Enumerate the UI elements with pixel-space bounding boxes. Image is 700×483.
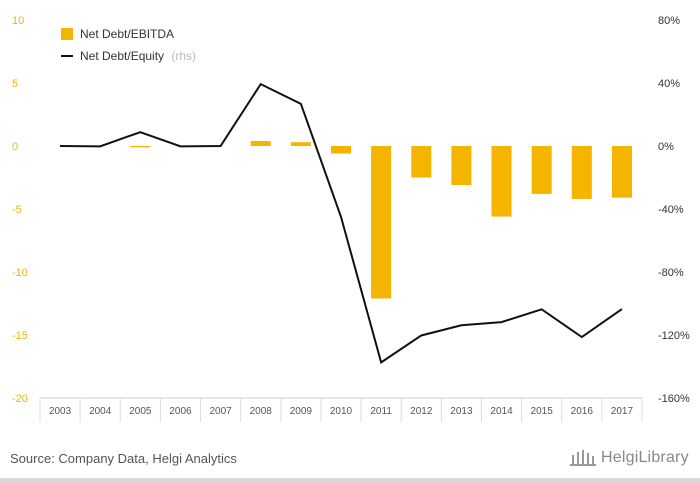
- x-tick-label: 2006: [169, 406, 192, 417]
- y-right-tick-label: 40%: [658, 78, 680, 90]
- line-net-debt-equity: [60, 82, 623, 365]
- x-tick-label: 2005: [129, 406, 152, 417]
- helgi-library-logo: HelgiLibrary: [569, 449, 689, 467]
- bar-net-debt-ebitda: [411, 146, 432, 178]
- bar-net-debt-ebitda: [491, 146, 512, 217]
- y-left-tick-label: -5: [12, 204, 22, 216]
- y-right-tick-label: -80%: [658, 267, 684, 279]
- library-building-icon: [570, 450, 596, 466]
- x-tick-label: 2013: [450, 406, 473, 417]
- legend: Net Debt/EBITDA Net Debt/Equity (rhs): [61, 27, 196, 63]
- bar-net-debt-ebitda: [250, 140, 271, 146]
- x-tick-label: 2010: [330, 406, 353, 417]
- bar-net-debt-ebitda: [611, 146, 632, 198]
- bar-net-debt-ebitda: [531, 146, 552, 194]
- legend-swatch-net-debt-ebitda: [61, 28, 73, 40]
- x-tick-label: 2014: [490, 406, 513, 417]
- source-note: Source: Company Data, Helgi Analytics: [10, 451, 237, 466]
- bar-net-debt-ebitda: [371, 146, 392, 299]
- y-right-tick-label: 80%: [658, 15, 680, 27]
- bar-net-debt-ebitda: [571, 146, 592, 199]
- x-tick-label: 2004: [89, 406, 112, 417]
- y-right-tick-label: -120%: [658, 330, 690, 342]
- legend-label-net-debt-equity: Net Debt/Equity (rhs): [80, 49, 196, 63]
- bar-net-debt-ebitda: [290, 142, 311, 146]
- y-left-tick-label: -10: [12, 267, 28, 279]
- bar-net-debt-ebitda: [451, 146, 472, 186]
- x-tick-label: 2011: [370, 406, 392, 417]
- y-left-tick-label: 10: [12, 15, 24, 27]
- y-left-tick-label: 0: [12, 141, 18, 153]
- bar-net-debt-ebitda: [331, 146, 351, 154]
- y-left-tick-label: -20: [12, 393, 28, 405]
- footer-border: [0, 478, 700, 483]
- x-tick-label: 2003: [49, 406, 72, 417]
- x-tick-label: 2007: [209, 406, 232, 417]
- x-tick-label: 2012: [410, 406, 433, 417]
- x-tick-label: 2009: [290, 406, 313, 417]
- x-tick-label: 2015: [531, 406, 554, 417]
- y-right-tick-label: -160%: [658, 393, 690, 405]
- x-tick-label: 2017: [611, 406, 634, 417]
- bar-net-debt-ebitda: [130, 146, 151, 148]
- y-left-tick-label: -15: [12, 330, 28, 342]
- legend-rhs-note: (rhs): [171, 49, 196, 63]
- y-right-tick-label: -40%: [658, 204, 684, 216]
- y-right-tick-label: 0%: [658, 141, 674, 153]
- legend-label-net-debt-ebitda: Net Debt/EBITDA: [80, 27, 174, 41]
- logo-text: HelgiLibrary: [601, 449, 689, 466]
- y-left-tick-label: 5: [12, 78, 18, 90]
- legend-series-name: Net Debt/Equity: [80, 49, 164, 63]
- x-tick-label: 2016: [571, 406, 594, 417]
- x-tick-label: 2008: [250, 406, 273, 417]
